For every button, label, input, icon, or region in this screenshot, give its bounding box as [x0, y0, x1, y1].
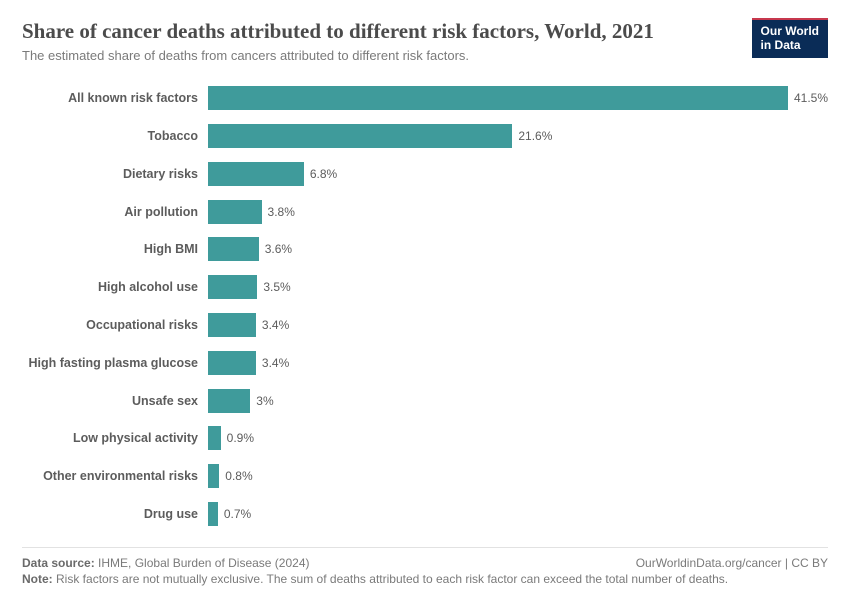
- bar-row: High BMI 3.6%: [22, 232, 828, 266]
- bar-row: Air pollution 3.8%: [22, 195, 828, 229]
- data-source: Data source: IHME, Global Burden of Dise…: [22, 556, 309, 570]
- footer-top: Data source: IHME, Global Burden of Dise…: [22, 556, 828, 570]
- value-label: 0.8%: [225, 469, 252, 483]
- value-label: 3.8%: [268, 205, 295, 219]
- footer: Data source: IHME, Global Burden of Dise…: [22, 547, 828, 586]
- value-label: 6.8%: [310, 167, 337, 181]
- chart-title: Share of cancer deaths attributed to dif…: [22, 18, 654, 44]
- value-label: 41.5%: [794, 91, 828, 105]
- category-label: High alcohol use: [22, 280, 208, 294]
- chart-container: Share of cancer deaths attributed to dif…: [0, 0, 850, 600]
- value-label: 3.5%: [263, 280, 290, 294]
- bar: [208, 237, 259, 261]
- bar: [208, 502, 218, 526]
- bar-row: High fasting plasma glucose 3.4%: [22, 346, 828, 380]
- bar: [208, 124, 512, 148]
- bar-row: Drug use 0.7%: [22, 497, 828, 531]
- bar-row: All known risk factors 41.5%: [22, 81, 828, 115]
- chart-subtitle: The estimated share of deaths from cance…: [22, 48, 654, 63]
- value-label: 3.4%: [262, 356, 289, 370]
- bar: [208, 426, 221, 450]
- bar-row: Other environmental risks 0.8%: [22, 459, 828, 493]
- source-text: IHME, Global Burden of Disease (2024): [98, 556, 309, 570]
- bar-row: Occupational risks 3.4%: [22, 308, 828, 342]
- note-label: Note:: [22, 572, 53, 586]
- bar-wrap: 41.5%: [208, 86, 828, 110]
- bar: [208, 162, 304, 186]
- bar-wrap: 3.4%: [208, 313, 828, 337]
- bar-row: Unsafe sex 3%: [22, 384, 828, 418]
- bar-row: Low physical activity 0.9%: [22, 421, 828, 455]
- value-label: 3%: [256, 394, 273, 408]
- value-label: 0.7%: [224, 507, 251, 521]
- bar-row: High alcohol use 3.5%: [22, 270, 828, 304]
- bar: [208, 86, 788, 110]
- bar: [208, 464, 219, 488]
- value-label: 3.4%: [262, 318, 289, 332]
- note-text: Risk factors are not mutually exclusive.…: [56, 572, 728, 586]
- bar-wrap: 3.8%: [208, 200, 828, 224]
- bar-wrap: 0.8%: [208, 464, 828, 488]
- owid-logo: Our World in Data: [752, 18, 828, 58]
- header: Share of cancer deaths attributed to dif…: [22, 18, 828, 63]
- bar-wrap: 3%: [208, 389, 828, 413]
- header-text: Share of cancer deaths attributed to dif…: [22, 18, 654, 63]
- bar-row: Dietary risks 6.8%: [22, 157, 828, 191]
- bar: [208, 351, 256, 375]
- category-label: Unsafe sex: [22, 394, 208, 408]
- category-label: Low physical activity: [22, 431, 208, 445]
- bar-wrap: 0.9%: [208, 426, 828, 450]
- value-label: 21.6%: [518, 129, 552, 143]
- bar: [208, 313, 256, 337]
- category-label: All known risk factors: [22, 91, 208, 105]
- bar: [208, 200, 262, 224]
- category-label: Air pollution: [22, 205, 208, 219]
- bar-wrap: 3.6%: [208, 237, 828, 261]
- bar-wrap: 3.4%: [208, 351, 828, 375]
- bar: [208, 275, 257, 299]
- bar-wrap: 3.5%: [208, 275, 828, 299]
- attribution: OurWorldinData.org/cancer | CC BY: [636, 556, 828, 570]
- value-label: 3.6%: [265, 242, 292, 256]
- category-label: High BMI: [22, 242, 208, 256]
- bar-row: Tobacco 21.6%: [22, 119, 828, 153]
- category-label: High fasting plasma glucose: [22, 356, 208, 370]
- category-label: Drug use: [22, 507, 208, 521]
- bar-chart: All known risk factors 41.5% Tobacco 21.6% D…: [22, 81, 828, 531]
- bar-wrap: 21.6%: [208, 124, 828, 148]
- category-label: Tobacco: [22, 129, 208, 143]
- bar-wrap: 6.8%: [208, 162, 828, 186]
- bar: [208, 389, 250, 413]
- footer-note: Note: Risk factors are not mutually excl…: [22, 572, 828, 586]
- value-label: 0.9%: [227, 431, 254, 445]
- category-label: Dietary risks: [22, 167, 208, 181]
- category-label: Other environmental risks: [22, 469, 208, 483]
- category-label: Occupational risks: [22, 318, 208, 332]
- bar-wrap: 0.7%: [208, 502, 828, 526]
- source-label: Data source:: [22, 556, 95, 570]
